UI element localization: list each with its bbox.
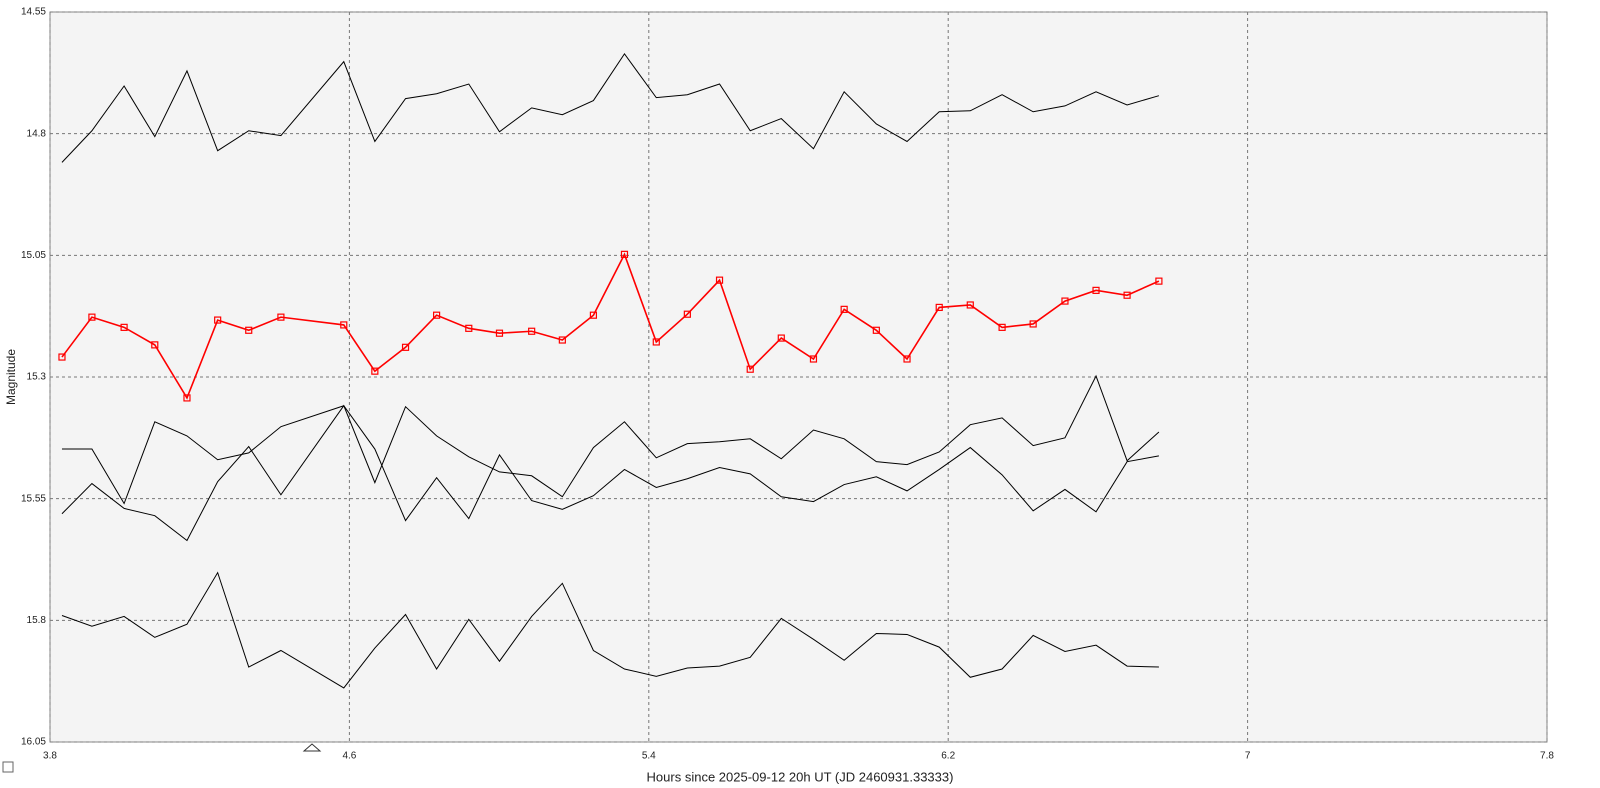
- y-tick-label: 14.55: [21, 7, 46, 18]
- series-line: [61, 405, 1159, 522]
- point-marker: [1029, 320, 1037, 328]
- y-tick-label: 15.05: [21, 250, 46, 261]
- point-marker: [746, 365, 754, 373]
- point-marker: [495, 329, 504, 337]
- point-marker: [777, 334, 785, 342]
- point-marker: [465, 324, 473, 332]
- y-tick-label: 15.3: [27, 372, 47, 383]
- x-tick-label: 6.2: [941, 751, 955, 762]
- x-tick-label: 7.8: [1540, 751, 1554, 762]
- point-marker: [528, 327, 536, 335]
- y-tick-label: 14.8: [27, 128, 47, 139]
- point-marker: [277, 313, 285, 321]
- point-marker: [1123, 291, 1131, 299]
- point-marker: [1155, 277, 1163, 285]
- point-marker: [558, 336, 566, 344]
- y-axis-label: Magnitude: [4, 349, 18, 405]
- point-marker: [872, 326, 880, 334]
- series-line: [61, 374, 1160, 542]
- point-marker: [620, 250, 629, 258]
- point-marker: [683, 310, 691, 318]
- checkbox[interactable]: [2, 761, 14, 773]
- point-marker: [903, 355, 911, 363]
- point-marker: [966, 301, 974, 309]
- point-marker: [935, 303, 943, 312]
- plot-area: [49, 11, 1548, 743]
- point-marker: [589, 311, 598, 319]
- x-tick-label: 3.8: [43, 751, 57, 762]
- cursor-marker: [302, 743, 322, 752]
- series-line: [61, 571, 1159, 689]
- x-axis-label: Hours since 2025-09-12 20h UT (JD 246093…: [647, 769, 954, 784]
- series-line: [61, 52, 1160, 163]
- point-marker: [401, 343, 410, 351]
- point-marker: [1061, 297, 1069, 305]
- point-marker: [245, 326, 253, 334]
- point-marker: [1092, 286, 1100, 294]
- point-marker: [809, 355, 818, 363]
- point-marker: [371, 367, 379, 375]
- point-marker: [998, 323, 1006, 331]
- x-tick-label: 7: [1245, 751, 1251, 762]
- point-marker: [120, 323, 128, 331]
- y-tick-label: 16.05: [21, 737, 46, 748]
- x-tick-label: 5.4: [642, 751, 656, 762]
- series-line: [61, 252, 1160, 400]
- y-tick-label: 15.8: [27, 615, 47, 626]
- point-marker: [151, 341, 159, 349]
- point-marker: [840, 305, 848, 313]
- point-marker: [58, 353, 66, 361]
- point-marker: [88, 313, 96, 321]
- x-tick-label: 4.6: [342, 751, 356, 762]
- point-marker: [715, 276, 724, 284]
- point-marker: [183, 394, 191, 402]
- point-marker: [652, 338, 660, 346]
- point-marker: [214, 316, 222, 324]
- point-marker: [340, 321, 348, 329]
- point-marker: [433, 311, 441, 319]
- y-tick-label: 15.55: [21, 493, 46, 504]
